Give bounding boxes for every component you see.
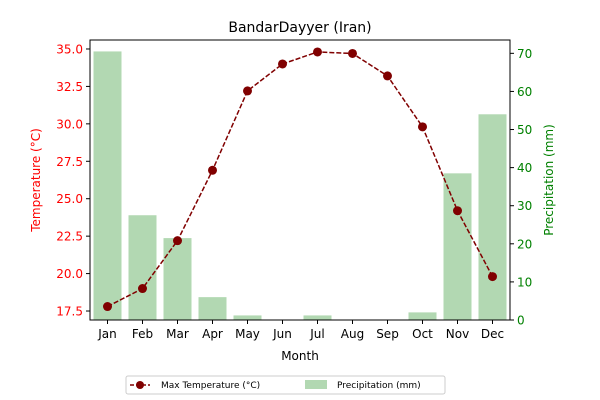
- temperature-point-may: [243, 86, 252, 96]
- left-y-axis-label: Temperature (°C): [29, 128, 43, 233]
- x-tick-label: Feb: [132, 327, 153, 341]
- temperature-point-nov: [453, 206, 462, 216]
- left-y-tick-label: 27.5: [56, 155, 83, 169]
- right-y-axis: 0 10 20 30 40 50 60 70: [510, 47, 532, 328]
- precipitation-bar-may: [233, 315, 262, 320]
- temperature-point-dec: [488, 272, 497, 282]
- temperature-point-apr: [208, 165, 217, 175]
- x-tick-label: Aug: [341, 327, 364, 341]
- right-y-tick-label: 20: [517, 237, 532, 251]
- precipitation-bars: [93, 51, 507, 321]
- left-y-tick-label: 30.0: [56, 117, 83, 131]
- left-y-tick-label: 35.0: [56, 42, 83, 56]
- right-y-tick-label: 50: [517, 123, 532, 137]
- x-tick-label: Apr: [202, 327, 223, 341]
- legend-marker-swatch: [136, 381, 144, 389]
- temperature-point-sep: [383, 71, 392, 81]
- temperature-point-aug: [348, 48, 357, 58]
- precipitation-bar-nov: [443, 173, 472, 320]
- left-y-tick-label: 32.5: [56, 80, 83, 94]
- x-tick-label: Dec: [481, 327, 504, 341]
- left-y-axis: 17.5 20.0 22.5 25.0 27.5 30.0 32.5 35.0: [56, 42, 90, 319]
- temperature-point-mar: [173, 236, 182, 246]
- legend-label-temperature: Max Temperature (°C): [161, 381, 260, 391]
- left-y-tick-label: 22.5: [56, 230, 83, 244]
- right-y-tick-label: 60: [517, 85, 532, 99]
- right-y-tick-label: 40: [517, 161, 532, 175]
- precipitation-bar-mar: [163, 238, 192, 320]
- temperature-point-jul: [313, 47, 322, 57]
- plot-frame: [89, 39, 511, 321]
- right-y-tick-label: 0: [517, 314, 525, 328]
- legend: Max Temperature (°C) Precipitation (mm): [125, 375, 446, 395]
- precipitation-bar-oct: [408, 312, 437, 320]
- x-tick-label: May: [235, 327, 260, 341]
- legend-bar-swatch: [305, 380, 327, 389]
- chart-title: BandarDayyer (Iran): [228, 20, 371, 36]
- precipitation-bar-apr: [198, 297, 227, 320]
- left-y-tick-label: 25.0: [56, 192, 83, 206]
- precipitation-bar-jan: [93, 51, 122, 321]
- x-axis-label: Month: [281, 349, 319, 363]
- legend-frame: [125, 375, 446, 395]
- x-tick-label: Jun: [272, 327, 292, 341]
- x-tick-label: Sep: [376, 327, 399, 341]
- x-axis: Jan Feb Mar Apr May Jun Jul Aug Sep Oct Nov Dec: [97, 320, 504, 341]
- right-y-tick-label: 10: [517, 275, 532, 289]
- right-y-tick-label: 30: [517, 199, 532, 213]
- temperature-point-feb: [138, 284, 147, 294]
- x-tick-label: Jul: [309, 327, 324, 341]
- x-tick-label: Jan: [97, 327, 117, 341]
- right-y-tick-label: 70: [517, 47, 532, 61]
- precipitation-bar-feb: [128, 215, 157, 320]
- temperature-point-jun: [278, 59, 287, 69]
- left-y-tick-label: 17.5: [56, 305, 83, 319]
- x-tick-label: Oct: [412, 327, 433, 341]
- x-tick-label: Mar: [166, 327, 189, 341]
- legend-label-precipitation: Precipitation (mm): [337, 381, 421, 391]
- temperature-line: [107, 51, 494, 308]
- temperature-line-series: [103, 47, 497, 312]
- x-tick-label: Nov: [446, 327, 469, 341]
- precipitation-bar-jul: [303, 315, 332, 320]
- right-y-axis-label: Precipitation (mm): [542, 124, 556, 236]
- temperature-point-oct: [418, 122, 427, 132]
- precipitation-bar-dec: [478, 114, 507, 321]
- left-y-tick-label: 20.0: [56, 267, 83, 281]
- temperature-point-jan: [103, 302, 112, 312]
